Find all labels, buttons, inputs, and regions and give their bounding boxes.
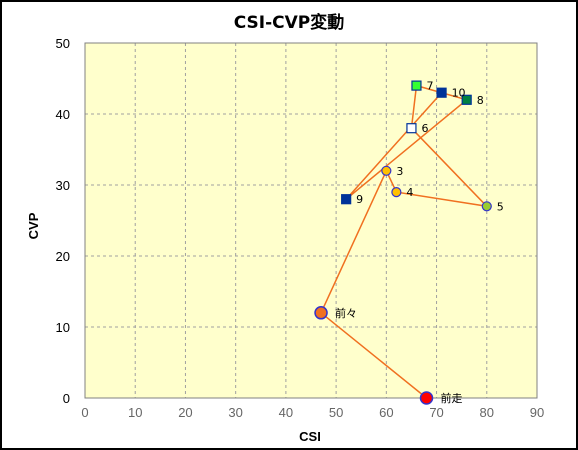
data-point-label: 7 <box>426 80 433 93</box>
plot-border <box>84 42 538 399</box>
data-point-marker <box>314 306 328 320</box>
data-point-label: 9 <box>356 193 363 206</box>
data-point-label: 6 <box>421 122 428 135</box>
y-tick-label: 50 <box>56 36 70 51</box>
x-tick-label: 50 <box>329 405 343 420</box>
data-point-marker <box>391 187 402 198</box>
series-polyline <box>320 84 489 399</box>
data-point-marker <box>461 94 472 105</box>
data-markers <box>314 80 492 405</box>
x-tick-label: 20 <box>178 405 192 420</box>
data-labels: 前走 前々 34 5 6 7 8 9 10 <box>335 80 504 405</box>
y-axis-label: CVP <box>26 212 41 239</box>
x-tick-label: 90 <box>530 405 544 420</box>
data-point-marker <box>436 87 447 98</box>
x-tick-labels: 0 10 20 30 40 50 60 70 80 90 <box>81 405 544 420</box>
data-point-marker <box>341 194 352 205</box>
x-tick-label: 10 <box>128 405 142 420</box>
data-point-marker <box>411 80 422 91</box>
x-tick-label: 70 <box>429 405 443 420</box>
y-tick-label: 10 <box>56 320 70 335</box>
data-point-label: 8 <box>477 94 484 107</box>
data-point-label: 前々 <box>335 306 357 320</box>
y-tick-label: 40 <box>56 107 70 122</box>
data-point-label: 前走 <box>441 391 463 405</box>
series-line <box>320 84 489 399</box>
x-tick-label: 40 <box>279 405 293 420</box>
y-tick-label: 20 <box>56 249 70 264</box>
y-tick-label: 30 <box>56 178 70 193</box>
data-point-marker <box>419 391 434 405</box>
data-point-label: 4 <box>406 186 413 199</box>
x-tick-label: 30 <box>228 405 242 420</box>
data-point-label: 10 <box>452 87 466 100</box>
x-axis-label: CSI <box>299 429 321 444</box>
grid-lines <box>85 43 537 398</box>
data-point-label: 5 <box>497 200 504 213</box>
data-point-label: 3 <box>396 165 403 178</box>
chart-title: CSI-CVP変動 <box>234 12 345 33</box>
data-point-marker <box>381 165 392 176</box>
x-tick-label: 60 <box>379 405 393 420</box>
data-point-marker <box>406 123 417 134</box>
x-tick-label: 0 <box>81 405 88 420</box>
y-tick-label: 0 <box>63 391 70 406</box>
data-point-marker <box>481 201 492 212</box>
y-tick-labels: 0 10 20 30 40 50 <box>56 36 70 406</box>
x-tick-label: 80 <box>480 405 494 420</box>
